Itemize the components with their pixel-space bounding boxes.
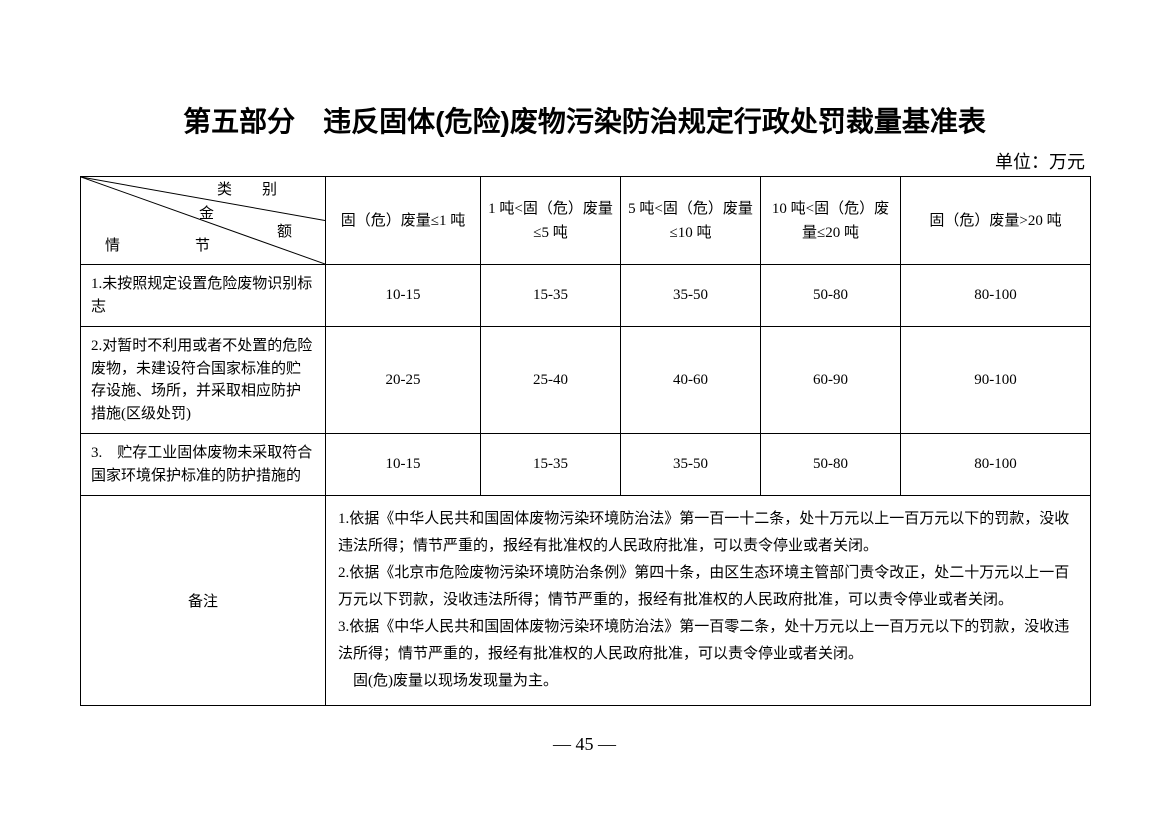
cell-value: 35-50 bbox=[621, 434, 761, 496]
table-header-row: 类 别 金 额 情 节 固（危）废量≤1 吨 1 吨<固（危）废量≤5 吨 5 … bbox=[81, 177, 1091, 265]
note-line: 1.依据《中华人民共和国固体废物污染环境防治法》第一百一十二条，处十万元以上一百… bbox=[338, 506, 1078, 560]
notes-label: 备注 bbox=[81, 496, 326, 706]
document-page: 第五部分 违反固体(危险)废物污染防治规定行政处罚裁量基准表 单位：万元 类 别… bbox=[0, 0, 1169, 775]
cell-value: 15-35 bbox=[481, 434, 621, 496]
column-header: 1 吨<固（危）废量≤5 吨 bbox=[481, 177, 621, 265]
cell-value: 90-100 bbox=[901, 327, 1091, 434]
diagonal-header-cell: 类 别 金 额 情 节 bbox=[81, 177, 326, 265]
cell-value: 10-15 bbox=[326, 434, 481, 496]
column-header: 10 吨<固（危）废量≤20 吨 bbox=[761, 177, 901, 265]
diag-label-situation: 情 节 bbox=[105, 239, 210, 254]
notes-cell: 1.依据《中华人民共和国固体废物污染环境防治法》第一百一十二条，处十万元以上一百… bbox=[326, 496, 1091, 706]
table-row: 1.未按照规定设置危险废物识别标志 10-15 15-35 35-50 50-8… bbox=[81, 265, 1091, 327]
column-header: 固（危）废量>20 吨 bbox=[901, 177, 1091, 265]
note-line: 固(危)废量以现场发现量为主。 bbox=[338, 668, 1078, 695]
row-label: 1.未按照规定设置危险废物识别标志 bbox=[81, 265, 326, 327]
cell-value: 10-15 bbox=[326, 265, 481, 327]
cell-value: 25-40 bbox=[481, 327, 621, 434]
note-line: 3.依据《中华人民共和国固体废物污染环境防治法》第一百零二条，处十万元以上一百万… bbox=[338, 614, 1078, 668]
cell-value: 80-100 bbox=[901, 265, 1091, 327]
cell-value: 15-35 bbox=[481, 265, 621, 327]
penalty-table: 类 别 金 额 情 节 固（危）废量≤1 吨 1 吨<固（危）废量≤5 吨 5 … bbox=[80, 176, 1091, 706]
row-label: 3. 贮存工业固体废物未采取符合国家环境保护标准的防护措施的 bbox=[81, 434, 326, 496]
notes-row: 备注 1.依据《中华人民共和国固体废物污染环境防治法》第一百一十二条，处十万元以… bbox=[81, 496, 1091, 706]
diag-label-amount1: 金 bbox=[199, 207, 214, 222]
unit-label: 单位：万元 bbox=[80, 148, 1089, 174]
cell-value: 80-100 bbox=[901, 434, 1091, 496]
page-title: 第五部分 违反固体(危险)废物污染防治规定行政处罚裁量基准表 bbox=[80, 100, 1089, 140]
note-line: 2.依据《北京市危险废物污染环境防治条例》第四十条，由区生态环境主管部门责令改正… bbox=[338, 560, 1078, 614]
diag-label-amount2: 额 bbox=[277, 225, 292, 240]
cell-value: 50-80 bbox=[761, 265, 901, 327]
table-row: 3. 贮存工业固体废物未采取符合国家环境保护标准的防护措施的 10-15 15-… bbox=[81, 434, 1091, 496]
table-row: 2.对暂时不利用或者不处置的危险废物，未建设符合国家标准的贮存设施、场所，并采取… bbox=[81, 327, 1091, 434]
cell-value: 35-50 bbox=[621, 265, 761, 327]
page-number: — 45 — bbox=[80, 734, 1089, 755]
cell-value: 50-80 bbox=[761, 434, 901, 496]
column-header: 固（危）废量≤1 吨 bbox=[326, 177, 481, 265]
row-label: 2.对暂时不利用或者不处置的危险废物，未建设符合国家标准的贮存设施、场所，并采取… bbox=[81, 327, 326, 434]
column-header: 5 吨<固（危）废量≤10 吨 bbox=[621, 177, 761, 265]
cell-value: 20-25 bbox=[326, 327, 481, 434]
cell-value: 40-60 bbox=[621, 327, 761, 434]
cell-value: 60-90 bbox=[761, 327, 901, 434]
diag-label-category: 类 别 bbox=[217, 183, 277, 198]
